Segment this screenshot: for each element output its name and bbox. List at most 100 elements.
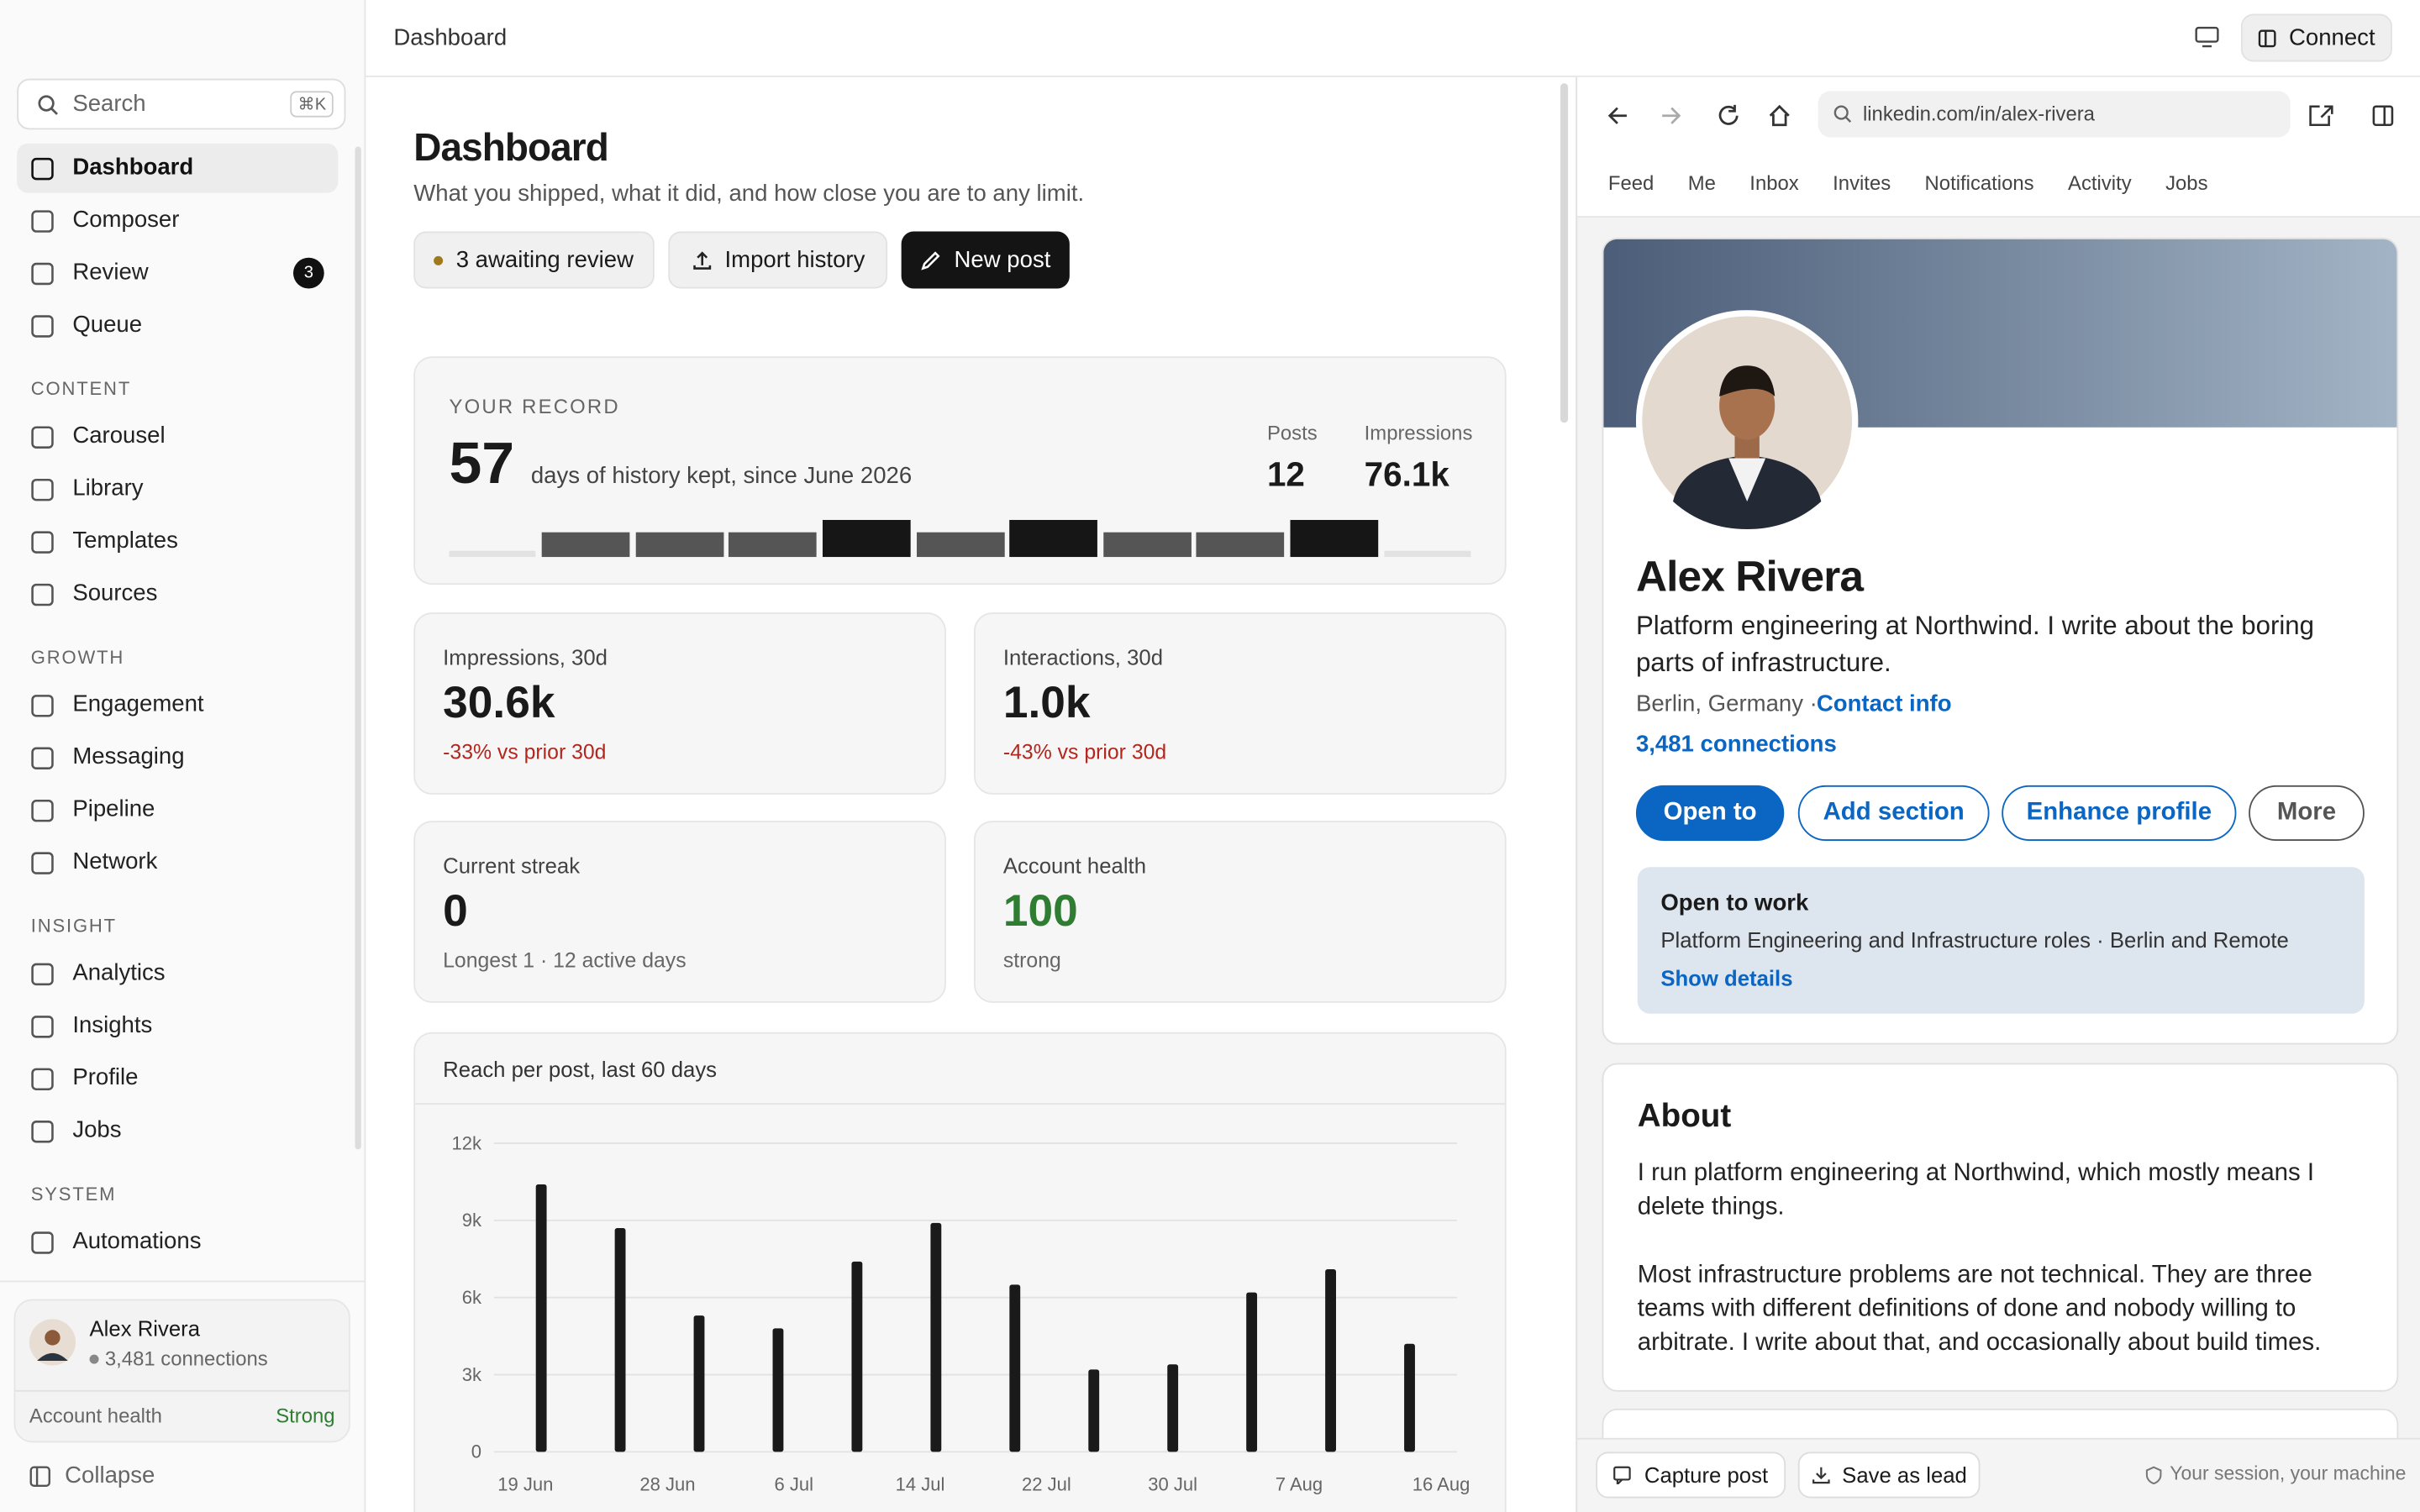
nav-item[interactable]: Sources (17, 570, 338, 619)
open-to-work: Open to work Platform Engineering and In… (1637, 867, 2365, 1014)
nav-label: Messaging (72, 743, 185, 770)
nav-item[interactable]: Engagement (17, 680, 338, 730)
y-tick-label: 0 (471, 1441, 481, 1462)
nav-item[interactable]: Templates (17, 517, 338, 566)
y-tick-label: 6k (462, 1287, 482, 1308)
connect-button[interactable]: Connect (2240, 13, 2392, 62)
nav-icon (31, 583, 54, 606)
enhance-profile-button[interactable]: Enhance profile (2002, 785, 2237, 842)
nav-item[interactable]: Analytics (17, 949, 338, 999)
about-paragraph: I run platform engineering at Northwind,… (1637, 1160, 2315, 1221)
profile-avatar (1635, 310, 1859, 533)
nav-item[interactable]: Messaging (17, 732, 338, 782)
nav-item[interactable]: Composer (17, 196, 338, 245)
nav-label: Analytics (72, 959, 166, 986)
stat-note: strong (1002, 948, 1061, 973)
bar (851, 1261, 863, 1452)
nav-item[interactable]: Profile (17, 1053, 338, 1103)
nav-label: Review (72, 259, 149, 286)
stat-value: 100 (1002, 887, 1078, 937)
monitor-icon[interactable] (2195, 26, 2219, 48)
button-label: Import history (724, 246, 865, 274)
contact-link[interactable]: Contact info (1816, 690, 1952, 718)
nav-item[interactable]: Review 3 (17, 249, 338, 298)
more-button[interactable]: More (2249, 785, 2365, 842)
button-label: New post (954, 246, 1051, 274)
section-title: CONTENT (30, 378, 132, 400)
bar (772, 1328, 784, 1452)
record-strip (449, 519, 1471, 558)
connections-link[interactable]: 3,481 connections (1635, 731, 1837, 758)
otw-link[interactable]: Show details (1660, 965, 1793, 991)
about-paragraph: Most infrastructure problems are not tec… (1637, 1262, 2322, 1357)
tab[interactable]: Jobs (2165, 171, 2208, 195)
tab[interactable]: Notifications (1924, 171, 2034, 195)
connect-label: Connect (2288, 24, 2375, 51)
nav-icon (31, 262, 54, 286)
tab[interactable]: Me (1687, 171, 1716, 195)
add-section-button[interactable]: Add section (1797, 785, 1990, 842)
browser-icons[interactable] (1605, 102, 2407, 129)
nav-item[interactable]: Pipeline (17, 785, 338, 835)
icon-shape (31, 210, 54, 233)
record-days: 57 (449, 432, 515, 497)
profile-name: Alex Rivera (1635, 552, 1864, 601)
search-placeholder: Search (72, 91, 146, 118)
open-to-button[interactable]: Open to (1635, 785, 1785, 842)
nav-label: Templates (72, 528, 178, 554)
x-tick-label: 6 Jul (774, 1473, 813, 1494)
panel-icon (2258, 29, 2276, 47)
nav-label: Profile (72, 1064, 139, 1091)
nav-item[interactable]: Carousel (17, 412, 338, 461)
bar (1404, 1343, 1415, 1452)
nav-icon (31, 799, 54, 822)
stat-label: Current streak (443, 853, 581, 879)
nav-item[interactable]: Library (17, 465, 338, 514)
nav-item[interactable]: Automations (17, 1217, 338, 1267)
icon-shape (31, 1016, 54, 1038)
otw-text: Platform Engineering and Infrastructure … (1660, 927, 2289, 953)
new-post-button[interactable]: New post (901, 231, 1070, 289)
bar (614, 1228, 626, 1452)
health-label: Account health (29, 1404, 162, 1427)
tab[interactable]: Feed (1607, 171, 1655, 195)
capture-button[interactable]: Capture post (1596, 1452, 1786, 1499)
save-lead-button[interactable]: Save as lead (1797, 1452, 1981, 1499)
upload-icon (692, 250, 711, 269)
record-label: YOUR RECORD (449, 395, 620, 418)
nav-icon (31, 1231, 54, 1254)
url-bar[interactable]: linkedin.com/in/alex-rivera (1818, 91, 2291, 138)
stat-value: 0 (443, 887, 468, 937)
page-subtitle: What you shipped, what it did, and how c… (413, 180, 1085, 207)
stat-value: 76.1k (1364, 454, 1449, 494)
collapse[interactable]: Collapse (65, 1462, 155, 1489)
search-box[interactable]: Search ⌘K (17, 78, 346, 130)
icon-shape (31, 315, 54, 338)
nav-item[interactable]: Network (17, 837, 338, 887)
icon-shape (31, 426, 54, 449)
nav-item[interactable]: Queue (17, 301, 338, 350)
user-card[interactable]: Alex Rivera 3,481 connections Account he… (13, 1299, 350, 1443)
tab[interactable]: Inbox (1749, 171, 1799, 195)
nav-item[interactable]: Jobs (17, 1106, 338, 1156)
nav-label: Carousel (72, 423, 166, 449)
nav-icon (31, 531, 54, 554)
stat-card: Impressions, 30d 30.6k -33% vs prior 30d (413, 612, 946, 795)
collapse-icon (29, 1466, 50, 1487)
nav-label: Network (72, 848, 158, 875)
nav-icon (31, 852, 54, 874)
icon-shape (31, 747, 54, 769)
tab[interactable]: Activity (2068, 171, 2132, 195)
stat-label: Interactions, 30d (1002, 644, 1164, 670)
stat-value: 12 (1266, 454, 1305, 494)
nav-item[interactable]: Insights (17, 1001, 338, 1051)
import-button[interactable]: Import history (668, 231, 888, 289)
icon-shape (31, 262, 54, 286)
review-button[interactable]: 3 awaiting review (413, 231, 655, 289)
x-tick-label: 14 Jul (896, 1473, 945, 1494)
stat-card: Interactions, 30d 1.0k -43% vs prior 30d (973, 612, 1507, 795)
nav-item[interactable]: Dashboard (17, 143, 339, 193)
tab[interactable]: Invites (1833, 171, 1891, 195)
